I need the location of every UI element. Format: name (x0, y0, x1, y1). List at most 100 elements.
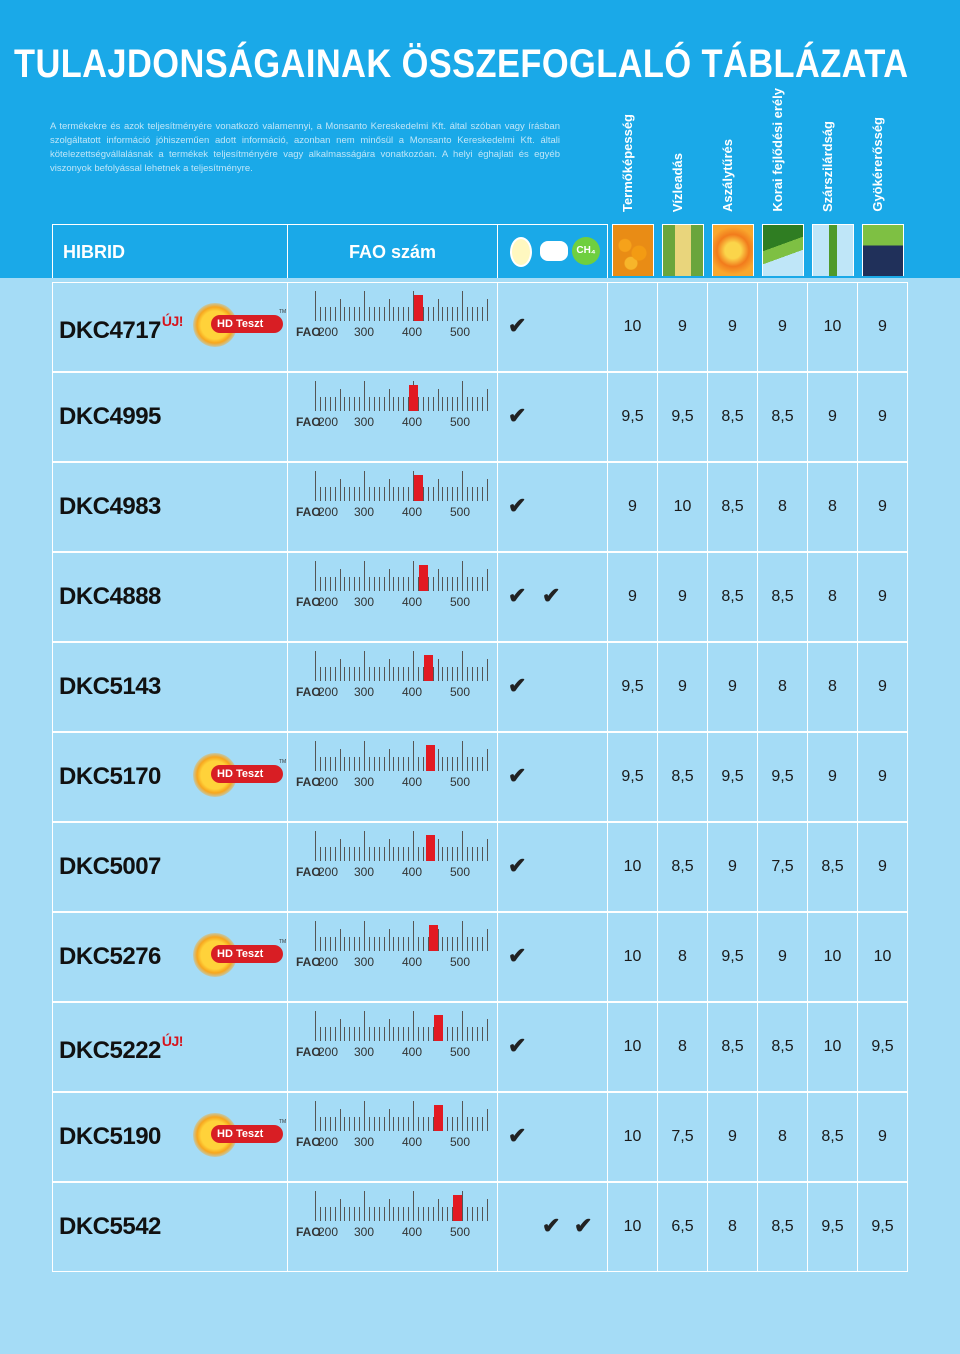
minor-tick (354, 397, 356, 411)
trademark-mark: TM (279, 759, 287, 765)
fao-scale-label: 300 (354, 955, 375, 969)
minor-tick (422, 307, 424, 321)
fao-scale-label: 400 (402, 775, 423, 789)
hybrid-name-cell: DKC4983 (52, 462, 288, 552)
fao-marker (428, 925, 438, 951)
minor-tick (403, 847, 405, 861)
minor-tick (378, 1207, 380, 1221)
minor-tick (319, 847, 321, 861)
hd-teszt-logo: HD Teszt TM (193, 303, 286, 347)
minor-tick (388, 749, 390, 771)
hybrid-name-cell: DKC5143 (52, 642, 288, 732)
trait-value-vizleadas: 8,5 (658, 822, 708, 912)
check-icon: ✔ (508, 1123, 527, 1148)
minor-tick (442, 397, 444, 411)
fao-scale-label: FAO (296, 955, 321, 969)
trait-value-aszalytures: 9 (708, 822, 758, 912)
major-tick (315, 1011, 316, 1041)
major-tick (462, 291, 463, 321)
minor-tick (422, 847, 424, 861)
minor-tick (344, 937, 346, 951)
minor-tick (368, 847, 370, 861)
trait-value-aszalytures: 9 (708, 642, 758, 732)
minor-tick (334, 757, 336, 771)
minor-tick (398, 757, 400, 771)
check-icon: ✔ (508, 313, 527, 338)
minor-tick (398, 1207, 400, 1221)
minor-tick (324, 757, 326, 771)
minor-tick (417, 397, 419, 411)
minor-tick (319, 307, 321, 321)
trait-value-vizleadas: 7,5 (658, 1092, 708, 1182)
minor-tick (349, 1207, 351, 1221)
minor-tick (354, 1117, 356, 1131)
minor-tick (334, 847, 336, 861)
minor-tick (344, 1207, 346, 1221)
trait-value-aszalytures: 8,5 (708, 1002, 758, 1092)
fao-scale (315, 463, 488, 523)
minor-tick (334, 307, 336, 321)
hybrid-name-cell: DKC4717ÚJ! HD Teszt TM (52, 282, 288, 372)
check-icon: ✔ (542, 1213, 561, 1238)
minor-tick (486, 299, 488, 321)
major-tick (413, 921, 414, 951)
minor-tick (324, 397, 326, 411)
hybrid-name-text: DKC4995 (59, 403, 161, 430)
minor-tick (476, 577, 478, 591)
minor-tick (388, 1199, 390, 1221)
major-tick (413, 651, 414, 681)
hybrid-name: DKC4995 (59, 403, 161, 431)
fao-scale (315, 643, 488, 703)
minor-tick (432, 577, 434, 591)
minor-tick (388, 659, 390, 681)
minor-tick (378, 757, 380, 771)
trait-value-aszalytures: 9 (708, 282, 758, 372)
usage-check-cell: ✔ (498, 822, 608, 912)
minor-tick (457, 757, 459, 771)
fao-scale (315, 733, 488, 793)
check-icon: ✔ (542, 583, 561, 608)
minor-tick (388, 1019, 390, 1041)
minor-tick (324, 667, 326, 681)
trait-value-vizleadas: 9 (658, 282, 708, 372)
minor-tick (359, 1207, 361, 1221)
minor-tick (408, 1027, 410, 1041)
minor-tick (452, 757, 454, 771)
minor-tick (408, 847, 410, 861)
trait-value-korai-fejlodesi-erely: 8,5 (758, 372, 808, 462)
minor-tick (417, 1027, 419, 1041)
minor-tick (393, 577, 395, 591)
minor-tick (344, 757, 346, 771)
minor-tick (408, 577, 410, 591)
minor-tick (442, 487, 444, 501)
minor-tick (432, 307, 434, 321)
minor-tick (388, 299, 390, 321)
fao-scale (315, 1093, 488, 1153)
minor-tick (452, 487, 454, 501)
fao-scale-label: 300 (354, 595, 375, 609)
minor-tick (359, 667, 361, 681)
sun-drought-icon (712, 224, 754, 276)
fao-scale-label: 200 (318, 955, 339, 969)
minor-tick (476, 1027, 478, 1041)
major-tick (413, 561, 414, 591)
minor-tick (368, 577, 370, 591)
minor-tick (324, 937, 326, 951)
fao-scale-label: 300 (354, 775, 375, 789)
minor-tick (457, 847, 459, 861)
minor-tick (432, 1027, 434, 1041)
major-tick (315, 831, 316, 861)
trait-value-termokepesseg: 9,5 (608, 642, 658, 732)
fao-scale (315, 373, 488, 433)
check-icon: ✔ (508, 1033, 527, 1058)
minor-tick (319, 757, 321, 771)
new-badge: ÚJ! (161, 313, 184, 329)
minor-tick (427, 577, 429, 591)
fao-scale-label: FAO (296, 775, 321, 789)
minor-tick (329, 667, 331, 681)
stalk-icon (812, 224, 854, 276)
hybrid-name-text: DKC4983 (59, 493, 161, 520)
table-row: DKC5222ÚJ! FAO 200 300 400 500 ✔ 10 8 8,5 8,5 10 9,5 (52, 1002, 908, 1092)
fao-marker (409, 385, 418, 411)
minor-tick (481, 487, 483, 501)
